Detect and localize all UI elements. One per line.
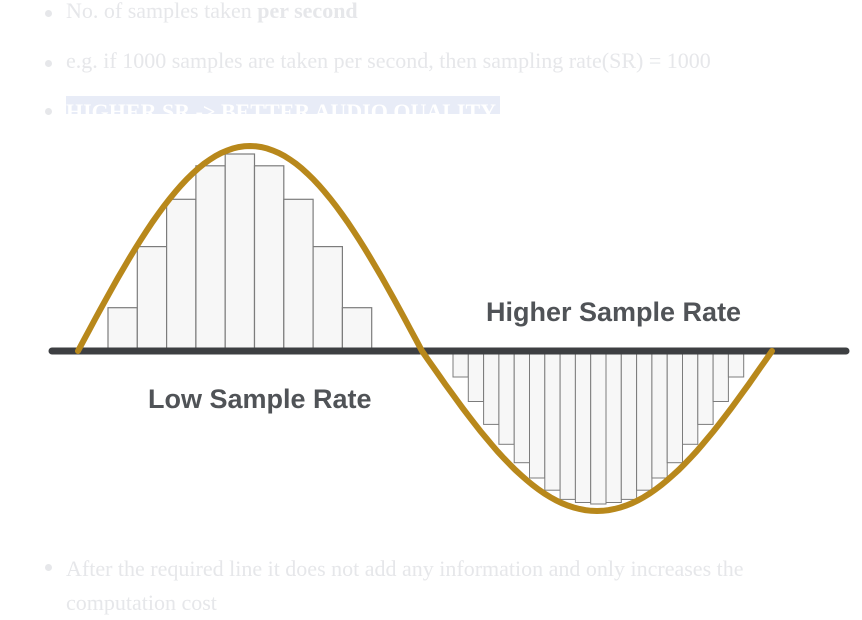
bullet-computation-cost: After the required line it does not add …	[45, 552, 765, 620]
high-rate-sample-bars	[452, 350, 745, 505]
low-rate-sample-bars	[107, 153, 373, 352]
high-rate-sample-bar	[483, 350, 500, 425]
high-rate-sample-bar	[682, 350, 699, 445]
bullet-text: No. of samples taken per second	[66, 0, 358, 24]
highlighted-text: HIGHER SR -> BETTER AUDIO QUALITY	[66, 96, 501, 114]
bullet-samples-per-second: No. of samples taken per second	[45, 0, 358, 24]
bullet-text: e.g. if 1000 samples are taken per secon…	[66, 48, 711, 73]
low-rate-sample-bar	[136, 246, 168, 352]
high-rate-sample-bar	[605, 350, 622, 503]
higher-sample-rate-label: Higher Sample Rate	[486, 297, 741, 327]
high-rate-sample-bar	[452, 350, 469, 378]
high-rate-sample-bar	[666, 350, 684, 464]
sine-wave	[75, 142, 775, 515]
bullet-text-prefix: No. of samples taken	[66, 0, 258, 23]
low-rate-sample-bar	[107, 307, 138, 352]
high-rate-sample-bar	[498, 350, 515, 445]
high-rate-sample-bar	[559, 350, 576, 500]
bullet-dot	[45, 60, 52, 67]
high-rate-sample-bar	[712, 350, 729, 402]
high-rate-sample-bar	[727, 350, 745, 378]
bullet-dot	[45, 564, 52, 571]
bullet-dot	[45, 108, 52, 115]
low-rate-sample-bar	[253, 165, 285, 352]
bullet-text-bold: per second	[257, 0, 358, 23]
high-rate-sample-bar	[544, 350, 561, 491]
high-rate-sample-bar	[697, 350, 714, 425]
low-rate-sample-bar	[312, 246, 344, 352]
high-rate-sample-bar	[513, 350, 531, 464]
high-rate-sample-bar	[651, 350, 668, 479]
low-rate-sample-bar	[166, 198, 197, 352]
low-rate-sample-bar	[341, 307, 373, 352]
bullet-example: e.g. if 1000 samples are taken per secon…	[45, 48, 711, 74]
high-rate-sample-bar	[636, 350, 653, 491]
high-rate-sample-bar	[529, 350, 546, 479]
bullet-text: After the required line it does not add …	[66, 556, 744, 615]
high-rate-sample-bar	[590, 350, 607, 505]
low-rate-sample-bar	[283, 198, 314, 352]
high-rate-sample-bar	[574, 350, 592, 503]
low-rate-sample-bar	[195, 165, 226, 352]
low-sample-rate-label: Low Sample Rate	[148, 384, 372, 414]
bullet-higher-sr: HIGHER SR -> BETTER AUDIO QUALITY	[45, 96, 501, 115]
low-rate-sample-bar	[224, 153, 256, 352]
high-rate-sample-bar	[467, 350, 485, 402]
high-rate-sample-bar	[620, 350, 638, 500]
bullet-dot	[45, 10, 52, 17]
